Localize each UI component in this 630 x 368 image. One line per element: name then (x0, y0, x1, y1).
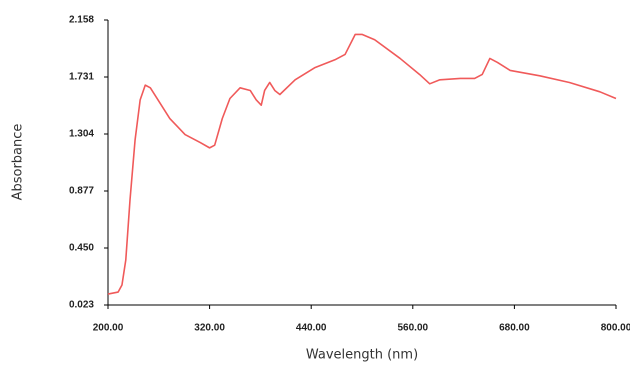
y-tick-label: 1.304 (69, 129, 94, 140)
y-tick-label: 2.158 (69, 15, 94, 26)
y-tick-label: 0.023 (69, 300, 94, 311)
x-tick-label: 800.00 (601, 323, 630, 334)
x-tick-label: 680.00 (499, 323, 530, 334)
x-tick-label: 440.00 (296, 323, 327, 334)
x-tick-label: 200.00 (93, 323, 124, 334)
x-tick-label: 320.00 (194, 323, 225, 334)
x-axis-title: Wavelength (nm) (306, 348, 418, 363)
y-tick-label: 1.731 (69, 72, 94, 83)
x-tick-label: 560.00 (398, 323, 429, 334)
y-tick-label: 0.877 (69, 186, 94, 197)
data-line (107, 33, 617, 295)
y-axis-title: Absorbance (11, 124, 26, 201)
y-tick-label: 0.450 (69, 243, 94, 254)
